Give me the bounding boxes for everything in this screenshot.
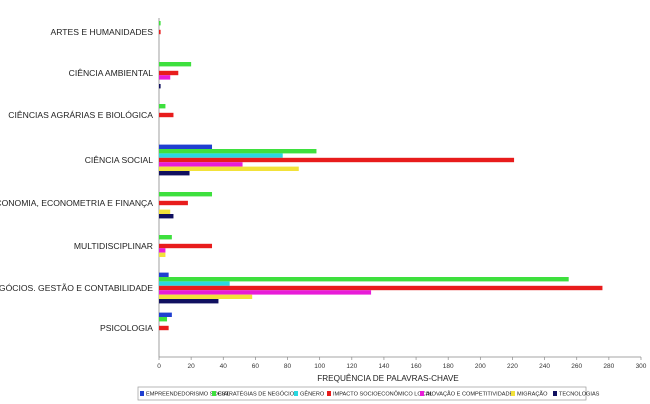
- x-tick-label: 200: [475, 363, 486, 370]
- legend-label: GÊNERO: [300, 390, 325, 398]
- bar: [159, 62, 192, 67]
- x-tick-label: 300: [636, 363, 647, 370]
- bar: [159, 84, 161, 89]
- legend-label: INOVAÇÃO E COMPETITIVIDADE: [426, 391, 514, 398]
- legend-label: TECNOLOGIAS: [559, 392, 600, 398]
- x-tick-label: 0: [157, 363, 161, 370]
- x-tick-label: 160: [411, 363, 422, 370]
- legend-swatch: [212, 391, 216, 396]
- category-label: ARTES E HUMANIDADES: [50, 27, 153, 37]
- bar: [159, 277, 569, 282]
- bar: [159, 325, 169, 331]
- bar: [159, 285, 603, 291]
- legend-swatch: [294, 391, 298, 396]
- bar: [159, 281, 230, 286]
- x-tick-label: 40: [220, 363, 228, 370]
- x-tick-label: 20: [188, 363, 196, 370]
- x-tick-label: 240: [539, 363, 550, 370]
- bar: [159, 144, 213, 149]
- bar: [159, 243, 213, 249]
- bar: [159, 214, 174, 219]
- category-label: MULTIDISCIPLINAR: [74, 241, 153, 251]
- legend-swatch: [420, 391, 424, 396]
- plot-area: ARTES E HUMANIDADES CIÊNCIA AMBIENTAL CIÊN…: [0, 18, 641, 358]
- bar: [159, 70, 179, 76]
- x-tick-label: 100: [314, 363, 325, 370]
- legend-label: ESTRATÉGIAS DE NEGÓCIOS: [218, 391, 298, 398]
- legend-swatch: [140, 391, 144, 396]
- category-label: PSICOLOGIA: [100, 323, 153, 333]
- bar: [159, 272, 169, 277]
- category-label: NEGÓCIOS. GESTÃO E CONTABILIDADE: [0, 283, 153, 293]
- bar: [159, 21, 161, 26]
- bar: [159, 200, 188, 206]
- bar: [159, 192, 213, 197]
- bar: [159, 75, 171, 80]
- x-tick-label: 140: [379, 363, 390, 370]
- category-label: CIÊNCIA AMBIENTAL: [69, 68, 154, 78]
- x-tick-label: 220: [507, 363, 518, 370]
- x-axis-ticks: 0 20 40 60 80 100 120 140 160 180 200 220 240 260 280 3…: [157, 357, 647, 370]
- bar: [159, 112, 174, 118]
- legend-label: IMPACTO SOCIOECONÔMICO LOCAL: [333, 391, 433, 398]
- x-tick-label: 180: [443, 363, 454, 370]
- bar: [159, 312, 172, 317]
- bar: [159, 248, 166, 253]
- x-tick-label: 60: [252, 363, 260, 370]
- category-label: CIÊNCIA SOCIAL: [85, 155, 154, 165]
- bar: [159, 299, 219, 304]
- bar: [159, 162, 243, 167]
- x-tick-label: 80: [284, 363, 292, 370]
- bar: [159, 209, 171, 214]
- x-tick-label: 280: [603, 363, 614, 370]
- bar: [159, 29, 161, 35]
- category-label: ECONOMIA, ECONOMETRIA E FINANÇA: [0, 198, 153, 208]
- bar: [159, 166, 299, 171]
- bar: [159, 294, 253, 299]
- bar: [159, 252, 166, 257]
- legend-swatch: [553, 391, 557, 396]
- bar: [159, 317, 168, 322]
- legend-label: EMPREENDEDORISMO SOCIAL: [146, 392, 230, 398]
- bar: [159, 157, 515, 163]
- bar: [159, 290, 372, 295]
- legend-box: [137, 386, 587, 401]
- x-tick-label: 260: [571, 363, 582, 370]
- legend-swatch: [511, 391, 515, 396]
- x-axis-title: FREQUÊNCIA DE PALAVRAS-CHAVE: [317, 373, 459, 383]
- legend-swatch: [327, 391, 331, 396]
- legend-label: MIGRAÇÃO: [517, 391, 548, 398]
- bar: [159, 235, 172, 240]
- x-tick-label: 120: [346, 363, 357, 370]
- category-label: CIÊNCIAS AGRÁRIAS E BIOLÓGICA: [8, 110, 153, 120]
- bar: [159, 153, 283, 158]
- bar: [159, 149, 317, 154]
- bar: [159, 104, 166, 109]
- bar: [159, 171, 190, 176]
